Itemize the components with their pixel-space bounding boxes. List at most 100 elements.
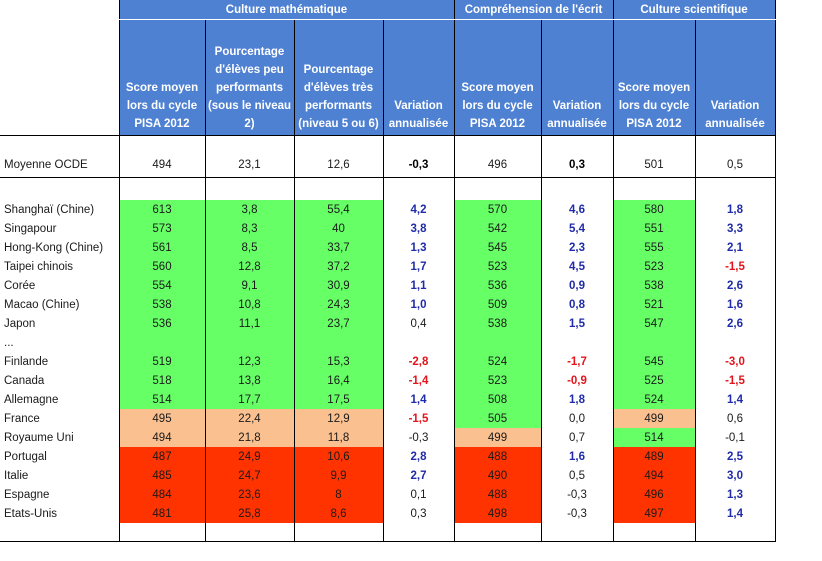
table-cell: 12,3 <box>204 352 294 371</box>
table-row: Hong-Kong (Chine) 561 8,5 33,7 1,3 545 2,3 555 2… <box>0 238 776 257</box>
table-cell: 3,8 <box>204 200 294 219</box>
table-cell: 554 <box>118 276 205 295</box>
spacer-cell <box>453 333 541 352</box>
table-cell: 488 <box>453 447 541 466</box>
table-cell: 0,8 <box>540 295 613 314</box>
ellipsis-label: ... <box>4 336 14 349</box>
table-cell: 536 <box>118 314 205 333</box>
spacer-cell <box>453 135 541 152</box>
table-cell: -0,1 <box>694 428 776 447</box>
spacer-cell <box>118 523 205 542</box>
table-cell: 23,1 <box>204 152 294 178</box>
table-cell: 508 <box>453 390 541 409</box>
table-cell: 499 <box>612 409 695 428</box>
table-cell: 1,6 <box>540 447 613 466</box>
table-cell: 17,5 <box>293 390 383 409</box>
table-cell: 1,4 <box>694 390 776 409</box>
table-cell: 8,5 <box>204 238 294 257</box>
spacer-cell <box>293 333 383 352</box>
column-header: Variation annualisée <box>540 19 613 136</box>
table-cell: -1,7 <box>540 352 613 371</box>
table-cell: 545 <box>453 238 541 257</box>
table-cell: 580 <box>612 200 695 219</box>
table-cell: 8,6 <box>293 504 383 523</box>
row-label: Espagne <box>4 488 50 501</box>
table-cell: 24,9 <box>204 447 294 466</box>
table-row: Japon 536 11,1 23,7 0,4 538 1,5 547 2,6 <box>0 314 776 333</box>
table-cell: 3,3 <box>694 219 776 238</box>
spacer-cell <box>382 135 454 152</box>
table-cell: 12,9 <box>293 409 383 428</box>
table-row: Taipei chinois 560 12,8 37,2 1,7 523 4,5 523 -1,… <box>0 257 776 276</box>
column-header: Pourcentage d'élèves très performants (n… <box>293 19 383 136</box>
row-label: Japon <box>4 317 36 330</box>
table-cell: 23,6 <box>204 485 294 504</box>
table-cell: 0,0 <box>540 409 613 428</box>
table-row: Finlande 519 12,3 15,3 -2,8 524 -1,7 545 -3,0 <box>0 352 776 371</box>
table-row: Italie 485 24,7 9,9 2,7 490 0,5 494 3,0 <box>0 466 776 485</box>
spacer-cell <box>204 333 294 352</box>
table-cell: 0,4 <box>382 314 454 333</box>
table-cell: 2,5 <box>694 447 776 466</box>
table-cell: 501 <box>612 152 695 178</box>
spacer-row <box>0 135 776 152</box>
table-cell: 37,2 <box>293 257 383 276</box>
table-cell: 12,8 <box>204 257 294 276</box>
row-label: Allemagne <box>4 393 59 406</box>
spacer-cell <box>453 523 541 542</box>
row-label: Canada <box>4 374 45 387</box>
table-cell: 11,8 <box>293 428 383 447</box>
spacer-cell <box>118 177 205 200</box>
spacer-cell <box>612 177 695 200</box>
table-cell: 1,8 <box>540 390 613 409</box>
table-cell: 547 <box>612 314 695 333</box>
spacer-cell <box>0 135 119 152</box>
spacer-cell <box>0 523 119 542</box>
table-cell: 524 <box>453 352 541 371</box>
table-cell: 2,6 <box>694 314 776 333</box>
table-cell: 1,6 <box>694 295 776 314</box>
table-cell: -2,8 <box>382 352 454 371</box>
table-cell: 481 <box>118 504 205 523</box>
table-cell: 484 <box>118 485 205 504</box>
table-cell: 560 <box>118 257 205 276</box>
table-cell: -1,5 <box>382 409 454 428</box>
table-cell: 5,4 <box>540 219 613 238</box>
table-cell: -0,3 <box>540 485 613 504</box>
table-cell: 1,4 <box>382 390 454 409</box>
table-row: Corée 554 9,1 30,9 1,1 536 0,9 538 2,6 <box>0 276 776 295</box>
table-row: Macao (Chine) 538 10,8 24,3 1,0 509 0,8 521 1,6 <box>0 295 776 314</box>
table-cell: 490 <box>453 466 541 485</box>
table-row: Portugal 487 24,9 10,6 2,8 488 1,6 489 2,5 <box>0 447 776 466</box>
spacer-cell <box>612 135 695 152</box>
table-cell: 25,8 <box>204 504 294 523</box>
table-cell: 24,3 <box>293 295 383 314</box>
spacer-cell <box>694 177 776 200</box>
spacer-cell <box>382 333 454 352</box>
table-cell: 514 <box>118 390 205 409</box>
table-cell: 11,1 <box>204 314 294 333</box>
table-cell: 3,8 <box>382 219 454 238</box>
table-cell: 8,3 <box>204 219 294 238</box>
table-cell: 496 <box>612 485 695 504</box>
table-cell: 489 <box>612 447 695 466</box>
table-cell: 0,9 <box>540 276 613 295</box>
table-cell: 561 <box>118 238 205 257</box>
column-header: Score moyen lors du cycle PISA 2012 <box>118 19 205 136</box>
table-cell: 542 <box>453 219 541 238</box>
table-row: Singapour 573 8,3 40 3,8 542 5,4 551 3,3 <box>0 219 776 238</box>
table-cell: 545 <box>612 352 695 371</box>
table-cell: 0,1 <box>382 485 454 504</box>
row-label: Italie <box>4 469 29 482</box>
table-cell: 523 <box>453 257 541 276</box>
table-cell: 9,1 <box>204 276 294 295</box>
table-cell: 3,0 <box>694 466 776 485</box>
table-cell: 4,6 <box>540 200 613 219</box>
table-cell: 2,1 <box>694 238 776 257</box>
row-label: Etats-Unis <box>4 507 58 520</box>
table-cell: 488 <box>453 485 541 504</box>
table-cell: 16,4 <box>293 371 383 390</box>
spacer-cell <box>382 177 454 200</box>
group-header-row: Culture mathématique Compréhension de l'… <box>0 0 776 20</box>
spacer-cell <box>0 177 119 200</box>
